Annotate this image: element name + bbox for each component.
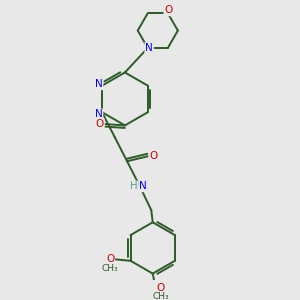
Text: O: O [96, 119, 104, 129]
Text: CH₃: CH₃ [152, 292, 169, 300]
Text: N: N [145, 43, 153, 53]
Text: O: O [149, 151, 158, 161]
Text: CH₃: CH₃ [102, 264, 118, 273]
Text: N: N [95, 110, 103, 119]
Text: O: O [156, 283, 165, 293]
Text: N: N [95, 79, 103, 89]
Text: O: O [164, 5, 172, 15]
Text: N: N [139, 181, 147, 191]
Text: O: O [106, 254, 114, 264]
Text: H: H [130, 181, 137, 191]
